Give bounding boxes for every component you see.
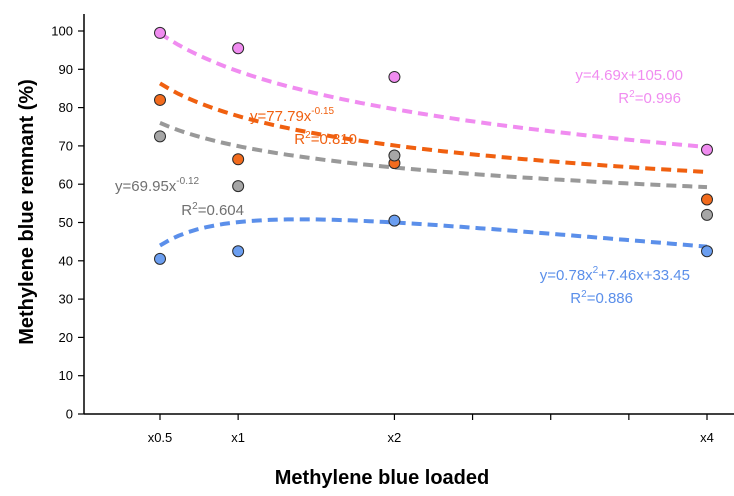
- equation-4-post: +7.46x+33.45: [598, 267, 690, 284]
- equation-4-exp: 2: [593, 265, 599, 276]
- y-tick-label: 50: [59, 215, 73, 230]
- x-tick-label: x2: [388, 430, 402, 445]
- fit-line-series-3: [159, 121, 708, 190]
- y-tick-label: 100: [51, 24, 73, 39]
- data-point-series-4: [701, 245, 713, 258]
- data-point-series-3: [154, 130, 166, 143]
- data-point-series-1: [232, 42, 245, 55]
- equation-2-exp: -0.15: [311, 106, 334, 117]
- data-point-series-4: [154, 252, 166, 265]
- equation-3-exp: -0.12: [176, 176, 199, 187]
- r2-3-value: 0.604: [206, 202, 244, 219]
- equation-1-text: y=4.69x+105.00: [575, 67, 683, 84]
- data-point-series-1: [701, 143, 713, 156]
- y-tick-label: 40: [59, 253, 73, 268]
- y-tick-label: 20: [59, 330, 73, 345]
- x-axis-title: Methylene blue loaded: [275, 467, 489, 489]
- r2-4-value: 0.886: [595, 290, 633, 307]
- data-point-series-3: [388, 149, 401, 162]
- equation-series-1: y=4.69x+105.00 R2=0.996: [575, 67, 683, 107]
- equation-series-2: y=77.79x-0.15 R2=0.810: [250, 106, 357, 148]
- data-point-series-1: [388, 70, 401, 83]
- data-point-series-2: [701, 193, 713, 206]
- fit-line-series-2: [158, 81, 708, 174]
- equation-2-base: y=77.79x: [250, 108, 312, 125]
- r2-2-label: R2=0.810: [294, 130, 357, 148]
- x-tick-label: x0.5: [148, 430, 173, 445]
- equation-4-pre: y=0.78x: [540, 267, 593, 284]
- y-tick-label: 10: [59, 368, 73, 383]
- data-point-series-4: [232, 245, 245, 258]
- equation-series-4: y=0.78x2+7.46x+33.45 R2=0.886: [540, 265, 690, 307]
- y-tick-label: 0: [66, 407, 73, 422]
- y-axis-title: Methylene blue remnant (%): [16, 79, 38, 345]
- r2-1-value: 0.996: [643, 90, 681, 107]
- data-point-series-4: [388, 214, 401, 227]
- data-point-series-2: [154, 93, 166, 106]
- fit-line-series-4: [158, 217, 708, 249]
- r2-3-label: R2=0.604: [181, 201, 244, 219]
- r2-2-value: 0.810: [319, 131, 357, 148]
- equation-series-3: y=69.95x-0.12 R2=0.604: [115, 176, 244, 219]
- data-point-series-3: [701, 208, 713, 221]
- y-ticks: 0 10 20 30 40 50 60 70 80 90 100: [51, 24, 84, 422]
- r2-4-label: R2=0.886: [570, 289, 633, 307]
- data-point-series-1: [154, 26, 166, 39]
- x-tick-label: x4: [700, 430, 714, 445]
- x-tick-label: x1: [231, 430, 245, 445]
- y-tick-label: 70: [59, 138, 73, 153]
- y-tick-label: 60: [59, 177, 73, 192]
- x-ticks: x0.5 x1 x2 x4: [148, 414, 714, 445]
- equation-4-text: y=0.78x2+7.46x+33.45: [540, 265, 690, 284]
- plot-area: 0 10 20 30 40 50 60 70 80 90 100 x0.5 x1 x2 x4: [51, 14, 734, 445]
- equation-3-base: y=69.95x: [115, 178, 177, 195]
- data-points: [154, 26, 713, 265]
- fit-line-series-1: [158, 31, 708, 149]
- fit-lines: [158, 31, 708, 249]
- y-tick-label: 30: [59, 292, 73, 307]
- y-tick-label: 90: [59, 62, 73, 77]
- data-point-series-3: [232, 180, 245, 193]
- data-point-series-2: [232, 153, 245, 166]
- equation-3-text: y=69.95x-0.12: [115, 176, 200, 195]
- equation-2-text: y=77.79x-0.15: [250, 106, 335, 125]
- r2-1-label: R2=0.996: [618, 89, 681, 107]
- y-tick-label: 80: [59, 100, 73, 115]
